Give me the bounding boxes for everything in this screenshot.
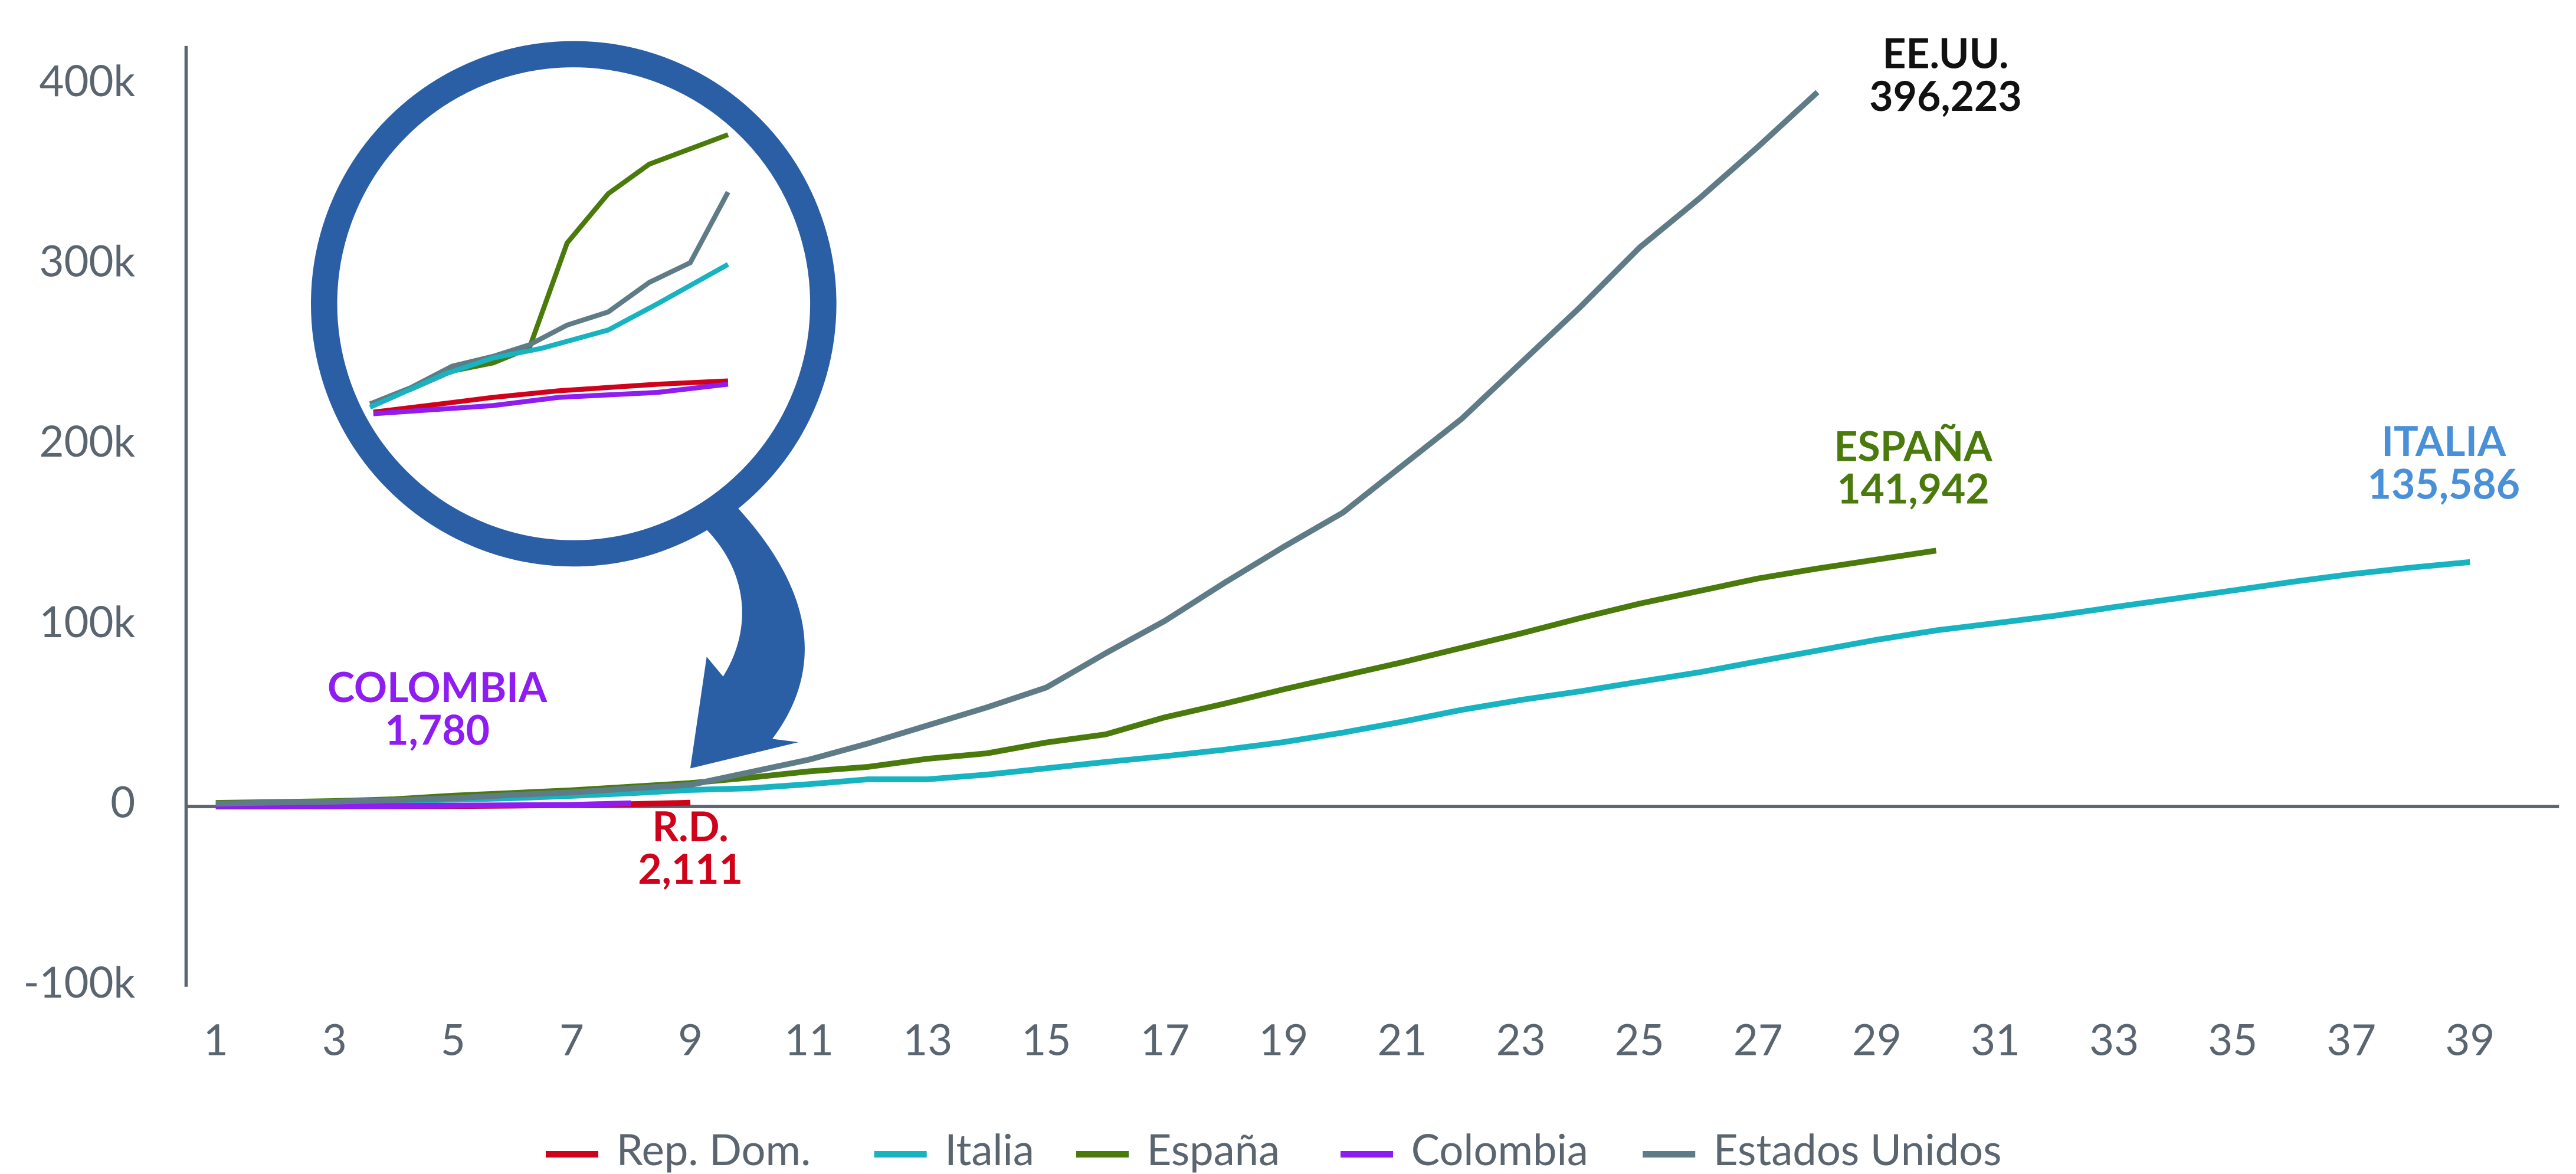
x-tick-label: 29 <box>1852 1014 1902 1064</box>
end-label: ESPAÑA <box>1834 420 1993 470</box>
legend-label: España <box>1147 1124 1280 1174</box>
x-tick-label: 39 <box>2445 1014 2495 1064</box>
data-label: 396,223 <box>1869 70 2021 120</box>
x-tick-label: 9 <box>678 1014 703 1064</box>
x-tick-label: 3 <box>322 1014 347 1064</box>
data-label: 135,586 <box>2368 458 2520 507</box>
legend-label: Estados Unidos <box>1713 1124 2002 1174</box>
data-label: 141,942 <box>1837 463 1989 513</box>
y-tick-label: 400k <box>40 55 136 106</box>
series-line <box>215 559 2470 807</box>
x-tick-label: 25 <box>1615 1014 1664 1064</box>
x-tick-label: 21 <box>1378 1014 1427 1064</box>
y-tick-label: -100k <box>24 956 136 1007</box>
magnifier-arrow <box>687 492 805 769</box>
y-tick-label: 300k <box>40 235 136 286</box>
x-tick-label: 11 <box>784 1014 834 1064</box>
x-tick-label: 5 <box>441 1014 466 1064</box>
x-tick-label: 15 <box>1021 1014 1071 1064</box>
legend-label: Italia <box>945 1124 1034 1174</box>
x-tick-label: 35 <box>2208 1014 2257 1064</box>
data-label: 1,780 <box>385 704 490 754</box>
magnifier-circle <box>310 41 837 567</box>
end-label: ITALIA <box>2381 415 2506 465</box>
x-tick-label: 27 <box>1733 1014 1783 1064</box>
x-tick-label: 1 <box>204 1014 228 1064</box>
end-label: COLOMBIA <box>327 661 548 711</box>
series-line <box>215 800 631 809</box>
inset-line <box>373 378 729 415</box>
magnifier <box>310 41 837 769</box>
y-tick-label: 100k <box>40 596 136 647</box>
inset-line <box>369 191 730 406</box>
end-label: R.D. <box>652 801 728 850</box>
x-tick-label: 31 <box>1971 1014 2020 1064</box>
x-tick-label: 7 <box>559 1014 584 1064</box>
x-tick-label: 37 <box>2326 1014 2376 1064</box>
legend-label: Rep. Dom. <box>617 1124 811 1174</box>
series-line <box>215 90 1820 807</box>
x-tick-label: 33 <box>2089 1014 2139 1064</box>
y-tick-label: 200k <box>40 415 136 466</box>
legend-label: Colombia <box>1411 1124 1588 1174</box>
inset-line <box>373 382 729 417</box>
x-tick-label: 23 <box>1496 1014 1546 1064</box>
x-tick-label: 17 <box>1140 1014 1189 1064</box>
y-tick-label: 0 <box>110 776 135 827</box>
inset-line <box>369 262 729 410</box>
x-tick-label: 13 <box>903 1014 952 1064</box>
x-tick-label: 19 <box>1259 1014 1309 1064</box>
data-label: 2,111 <box>638 843 743 893</box>
end-label: EE.UU. <box>1883 28 2009 77</box>
